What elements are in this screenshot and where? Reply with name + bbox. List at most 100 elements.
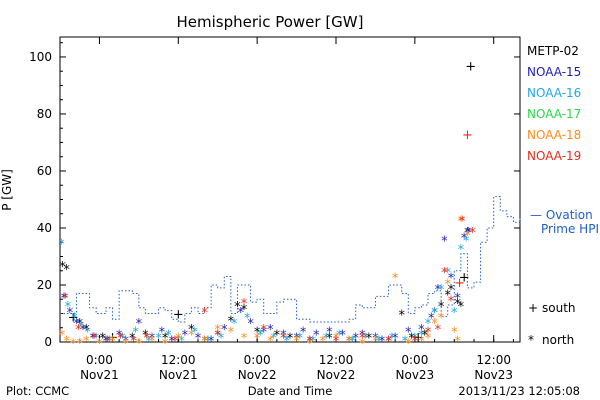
symbol-key: + south * north [528, 301, 576, 347]
data-point: * [122, 334, 129, 349]
data-point: * [326, 326, 333, 341]
data-point: + [462, 128, 473, 143]
data-point: * [76, 337, 83, 352]
data-point: * [234, 300, 241, 315]
data-point: * [116, 329, 123, 344]
footer-timestamp: 2013/11/23 12:05:08 [458, 384, 580, 398]
symbol-key-north-label: north [542, 333, 574, 347]
data-point: * [59, 260, 66, 275]
data-point: * [93, 331, 100, 346]
data-point: * [244, 311, 251, 326]
data-point: * [425, 331, 432, 346]
data-point: * [333, 334, 340, 349]
symbol-key-south-label: south [542, 301, 576, 315]
legend-entry: METP-02 [527, 44, 579, 58]
data-point: * [136, 317, 143, 332]
y-tick-label: 0 [44, 335, 52, 349]
data-point: * [280, 331, 287, 346]
data-point: * [293, 334, 300, 349]
data-point: * [280, 331, 287, 346]
data-point: * [58, 237, 65, 252]
data-point: * [122, 337, 129, 352]
data-point: * [208, 334, 215, 349]
data-point: * [372, 334, 379, 349]
data-point: + [173, 307, 184, 322]
series-noaa-19: *** * * * * ****** * * * * ** ***+*+* [62, 128, 476, 349]
data-point: * [287, 331, 294, 346]
data-point: * [63, 263, 70, 278]
data-point: * [425, 317, 432, 332]
data-point: * [214, 329, 221, 344]
data-point: * [438, 311, 445, 326]
data-point: * [451, 306, 458, 321]
x-tick-date: Nov23 [396, 368, 435, 382]
series-metp-02: **+* ** + * * *+** *** ** * * * * * * ***+** *****+*+ [59, 60, 476, 350]
series-noaa-15: *** ** * * *** ** * * ***** * * * * * * * * * * * * * ******** [61, 226, 473, 349]
data-point: * [201, 334, 208, 349]
data-point: * [297, 331, 304, 346]
ovation-hpi-line [60, 196, 521, 323]
data-point: * [188, 329, 195, 344]
data-point: * [257, 329, 264, 344]
data-point: * [392, 272, 399, 287]
symbol-key-north-symbol: * [528, 333, 534, 347]
footer-source: Plot: CCMC [6, 384, 69, 398]
data-point: * [63, 334, 70, 349]
data-point: * [461, 232, 468, 247]
plot-frame [59, 36, 521, 343]
x-tick-time: 0:00 [86, 353, 113, 367]
data-point: * [280, 329, 287, 344]
data-point: * [444, 289, 451, 304]
data-point: * [448, 283, 455, 298]
data-point: * [444, 277, 451, 292]
data-point: * [392, 331, 399, 346]
data-point: * [366, 331, 373, 346]
data-point: * [231, 317, 238, 332]
data-point: * [412, 331, 419, 346]
data-point: * [62, 292, 69, 307]
y-axis-label: P [GW] [0, 169, 14, 211]
data-point: * [310, 334, 317, 349]
data-point: * [254, 326, 261, 341]
data-point: * [458, 215, 465, 230]
series-noaa-16: **** * * * * ** * * *** ** ** * * * * * * * * * * * * ******** [58, 235, 470, 350]
data-point: * [405, 326, 412, 341]
data-point: * [149, 331, 156, 346]
x-tick-date: Nov22 [317, 368, 356, 382]
data-point: * [375, 334, 382, 349]
data-point: * [188, 323, 195, 338]
data-point: * [306, 334, 313, 349]
data-point: * [464, 229, 471, 244]
data-point: * [136, 337, 143, 352]
data-point: * [165, 329, 172, 344]
axes-group [59, 36, 521, 343]
data-point: * [323, 331, 330, 346]
data-point: * [99, 331, 106, 346]
data-point: * [379, 334, 386, 349]
data-point: * [241, 297, 248, 312]
data-point: * [241, 303, 248, 318]
data-point: * [333, 331, 340, 346]
x-tick-date: Nov21 [80, 368, 119, 382]
data-point: * [428, 311, 435, 326]
ovation-legend: — Ovation Prime HPI [530, 208, 599, 236]
data-point: + [465, 60, 476, 75]
legend-entry: NOAA-16 [527, 86, 581, 100]
data-point: * [80, 323, 87, 338]
data-point: * [339, 329, 346, 344]
data-point: * [90, 331, 97, 346]
data-point: * [214, 329, 221, 344]
data-point: + [68, 310, 79, 325]
data-point: * [78, 320, 85, 335]
data-point: * [84, 326, 91, 341]
data-point: * [274, 329, 281, 344]
y-tick-label: 20 [37, 278, 52, 292]
data-point: * [104, 334, 111, 349]
symbol-key-south-symbol: + [528, 301, 538, 315]
data-point: * [162, 337, 169, 352]
data-point: * [362, 331, 369, 346]
data-point: * [359, 331, 366, 346]
data-point: * [241, 331, 248, 346]
data-point: * [385, 334, 392, 349]
data-point: * [83, 334, 90, 349]
